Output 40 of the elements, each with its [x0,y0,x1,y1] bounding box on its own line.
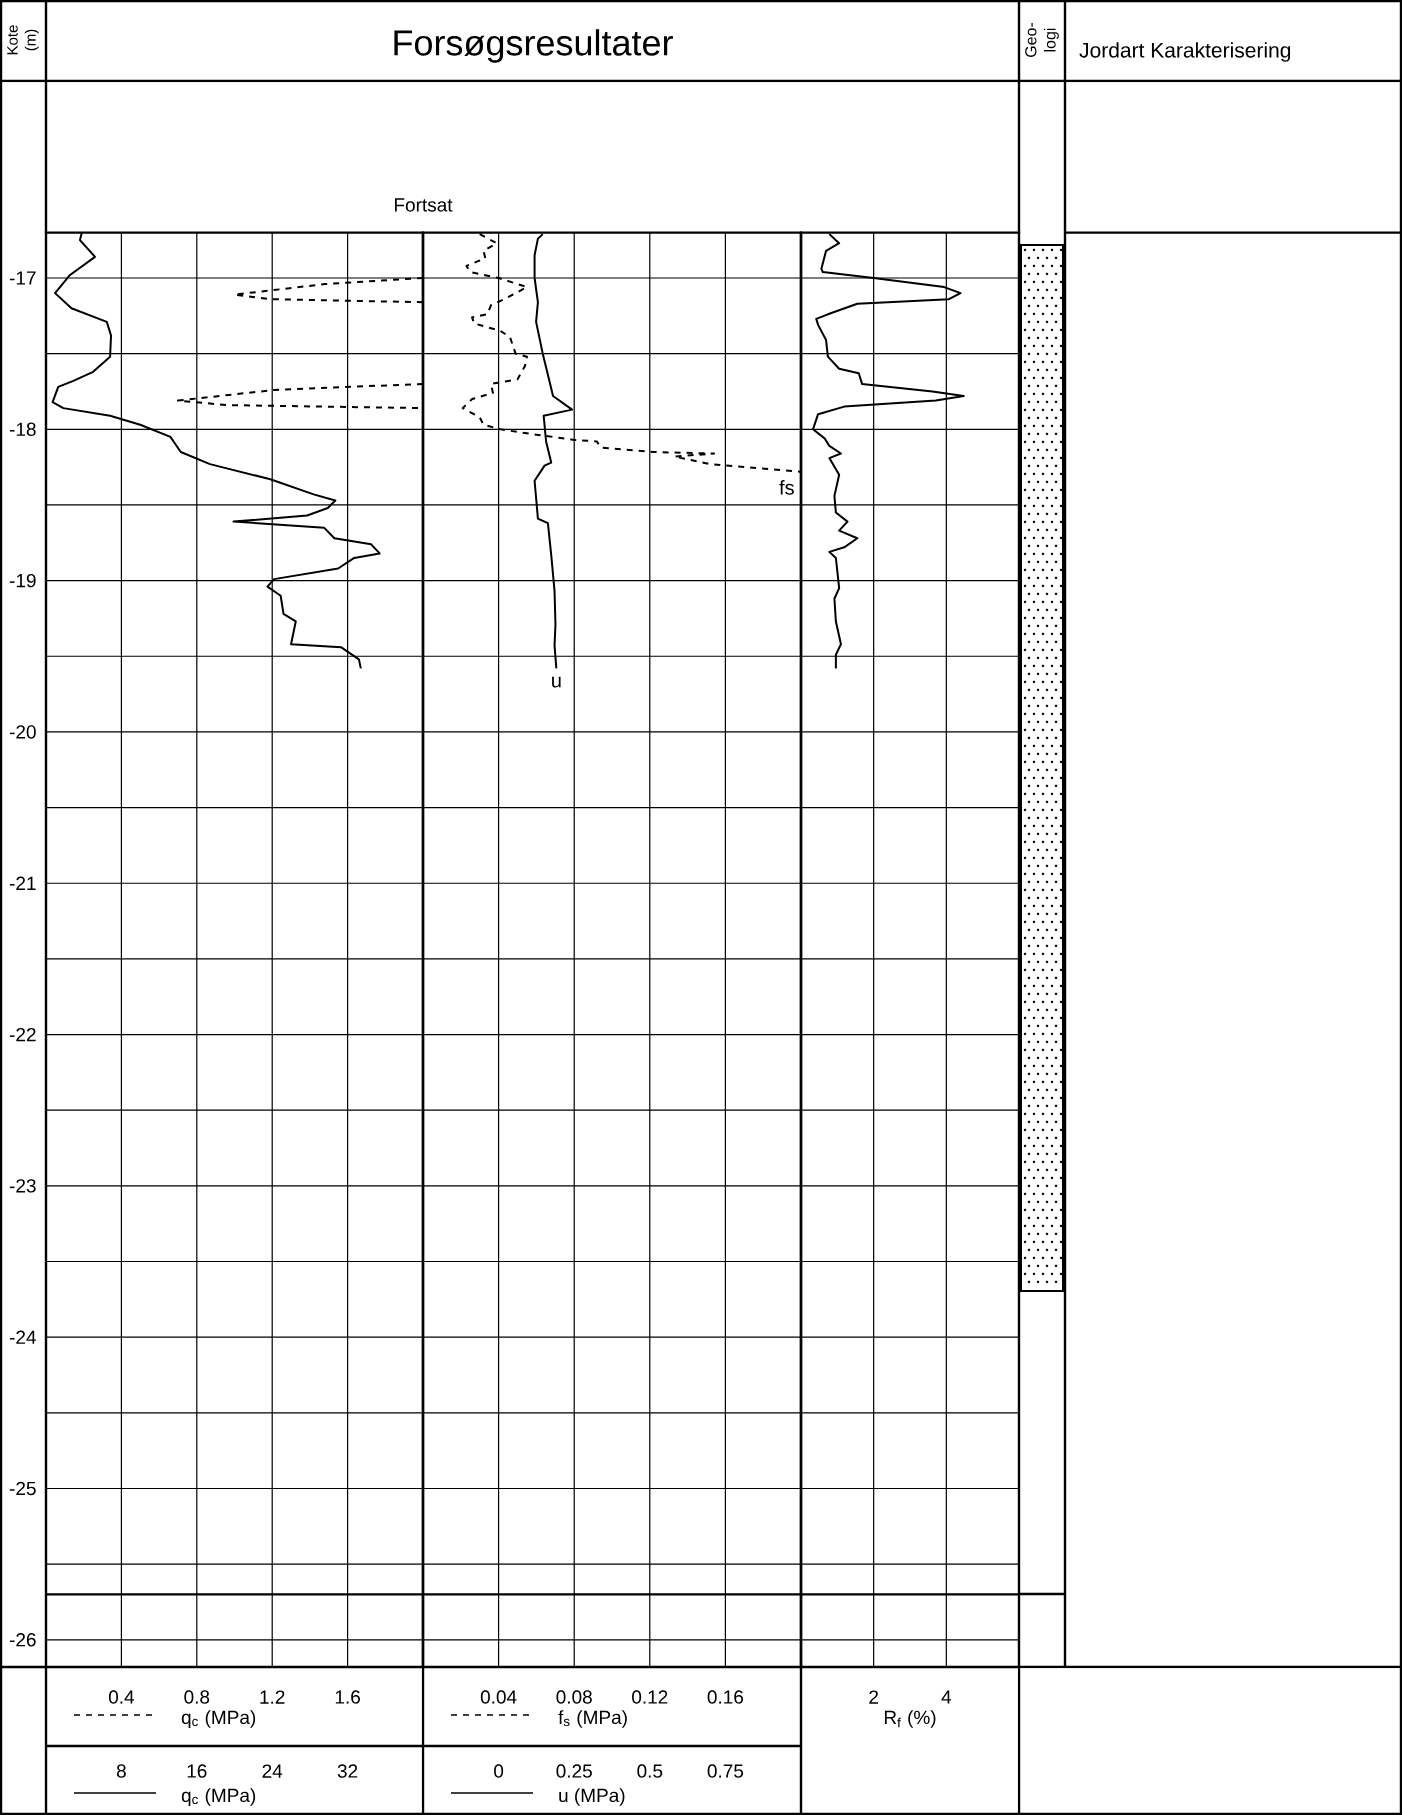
y-tick-label: -17 [9,271,36,285]
y-tick-label: -24 [9,1330,36,1344]
y-tick-label: -20 [9,725,36,739]
x-axis-title: R$_{f}$ (%) [884,1710,936,1728]
text: Kote (m) [7,25,39,55]
y-tick-label: -19 [9,573,36,588]
series-label: fs [779,480,794,495]
x2-tick-label: 0 [494,1764,504,1778]
x-axis-title: q$_{c}$ (MPa) [181,1710,256,1728]
x2-tick-label: 16 [187,1764,207,1778]
text: Geo-logi [1025,22,1059,57]
x2-tick-label: 0.25 [556,1764,592,1778]
x2-tick-label: 32 [337,1764,358,1778]
y-tick-label: -26 [9,1633,36,1647]
x-tick-label: 0.04 [480,1690,517,1704]
x-axis-title: f$_{s}$ (MPa) [558,1710,627,1728]
x-tick-label: 2 [869,1690,879,1704]
text: Fortsat [395,198,453,212]
series-label: u [552,676,561,688]
x2-axis-title: q$_{c}$ (MPa) [181,1788,256,1806]
x-tick-label: 0.08 [556,1690,592,1704]
x-tick-label: 1.6 [335,1690,360,1704]
x2-tick-label: 0.75 [707,1764,744,1778]
text: Forsøgsresultater [394,29,673,63]
y-tick-label: -21 [9,876,36,890]
x2-axis-title: u (MPa) [559,1788,625,1806]
x-tick-label: 0.8 [184,1690,210,1704]
y-tick-label: -25 [9,1481,36,1496]
text: Jordart Karakterisering [1079,42,1291,62]
y-tick-label: -23 [9,1179,36,1193]
x-tick-label: 0.16 [707,1690,744,1704]
y-tick-label: -18 [9,422,36,437]
y-tick-label: -22 [9,1027,36,1042]
x-tick-label: 0.4 [108,1690,135,1704]
x2-tick-label: 24 [262,1764,283,1778]
x-tick-label: 1.2 [260,1690,285,1704]
x-tick-label: 0.12 [632,1690,668,1704]
x-tick-label: 4 [941,1690,952,1704]
x2-tick-label: 8 [116,1764,126,1778]
x2-tick-label: 0.5 [637,1764,663,1778]
